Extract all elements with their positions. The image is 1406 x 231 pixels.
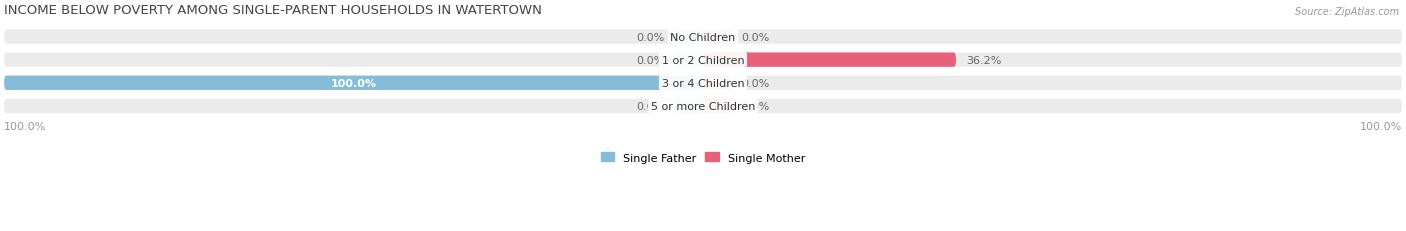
FancyBboxPatch shape xyxy=(4,99,1402,114)
FancyBboxPatch shape xyxy=(675,53,703,67)
Text: 3 or 4 Children: 3 or 4 Children xyxy=(662,79,744,88)
Text: INCOME BELOW POVERTY AMONG SINGLE-PARENT HOUSEHOLDS IN WATERTOWN: INCOME BELOW POVERTY AMONG SINGLE-PARENT… xyxy=(4,4,543,17)
FancyBboxPatch shape xyxy=(675,99,703,114)
Text: 100.0%: 100.0% xyxy=(1360,122,1402,131)
Text: No Children: No Children xyxy=(671,32,735,42)
FancyBboxPatch shape xyxy=(703,30,731,45)
Text: 100.0%: 100.0% xyxy=(330,79,377,88)
Text: 0.0%: 0.0% xyxy=(741,101,769,111)
Text: Source: ZipAtlas.com: Source: ZipAtlas.com xyxy=(1295,7,1399,17)
FancyBboxPatch shape xyxy=(4,30,1402,45)
Legend: Single Father, Single Mother: Single Father, Single Mother xyxy=(596,148,810,167)
FancyBboxPatch shape xyxy=(703,76,731,91)
Text: 1 or 2 Children: 1 or 2 Children xyxy=(662,55,744,65)
FancyBboxPatch shape xyxy=(675,30,703,45)
Text: 0.0%: 0.0% xyxy=(741,79,769,88)
Text: 100.0%: 100.0% xyxy=(4,122,46,131)
Text: 0.0%: 0.0% xyxy=(741,32,769,42)
FancyBboxPatch shape xyxy=(703,99,731,114)
Text: 0.0%: 0.0% xyxy=(637,55,665,65)
FancyBboxPatch shape xyxy=(4,76,1402,91)
Text: 0.0%: 0.0% xyxy=(637,101,665,111)
Text: 36.2%: 36.2% xyxy=(966,55,1002,65)
Text: 0.0%: 0.0% xyxy=(637,32,665,42)
Text: 5 or more Children: 5 or more Children xyxy=(651,101,755,111)
FancyBboxPatch shape xyxy=(703,53,956,67)
FancyBboxPatch shape xyxy=(4,53,1402,67)
FancyBboxPatch shape xyxy=(4,76,703,91)
